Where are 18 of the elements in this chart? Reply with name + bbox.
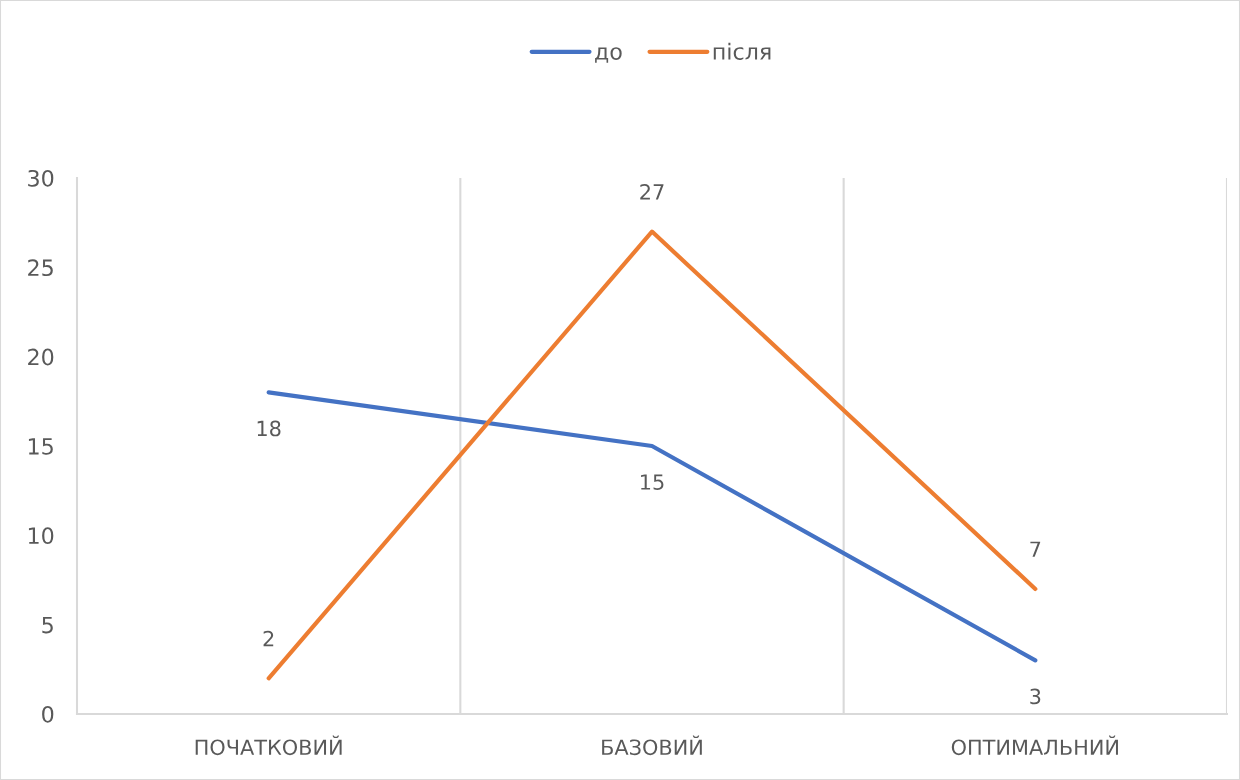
data-label: 2 <box>263 630 274 647</box>
legend-label: після <box>713 42 771 60</box>
x-tick-label: ПОЧАТКОВИЙ <box>195 735 342 756</box>
y-tick-label: 20 <box>28 348 54 366</box>
x-tick-label: ОПТИМАЛЬНИЙ <box>951 735 1118 756</box>
data-label: 27 <box>640 184 664 200</box>
y-tick-label: 25 <box>28 259 53 277</box>
data-label: 3 <box>1030 688 1041 705</box>
y-tick-label: 0 <box>42 705 54 723</box>
data-label: 15 <box>641 474 664 490</box>
y-tick-label: 30 <box>28 169 54 187</box>
data-label: 18 <box>257 420 281 437</box>
data-label: 7 <box>1030 541 1041 557</box>
x-tick-label: БАЗОВИЙ <box>602 735 702 756</box>
y-tick-label: 15 <box>28 438 53 455</box>
y-tick-label: 10 <box>28 527 54 545</box>
y-tick-label: 5 <box>42 616 53 634</box>
legend-label: до <box>595 47 622 63</box>
